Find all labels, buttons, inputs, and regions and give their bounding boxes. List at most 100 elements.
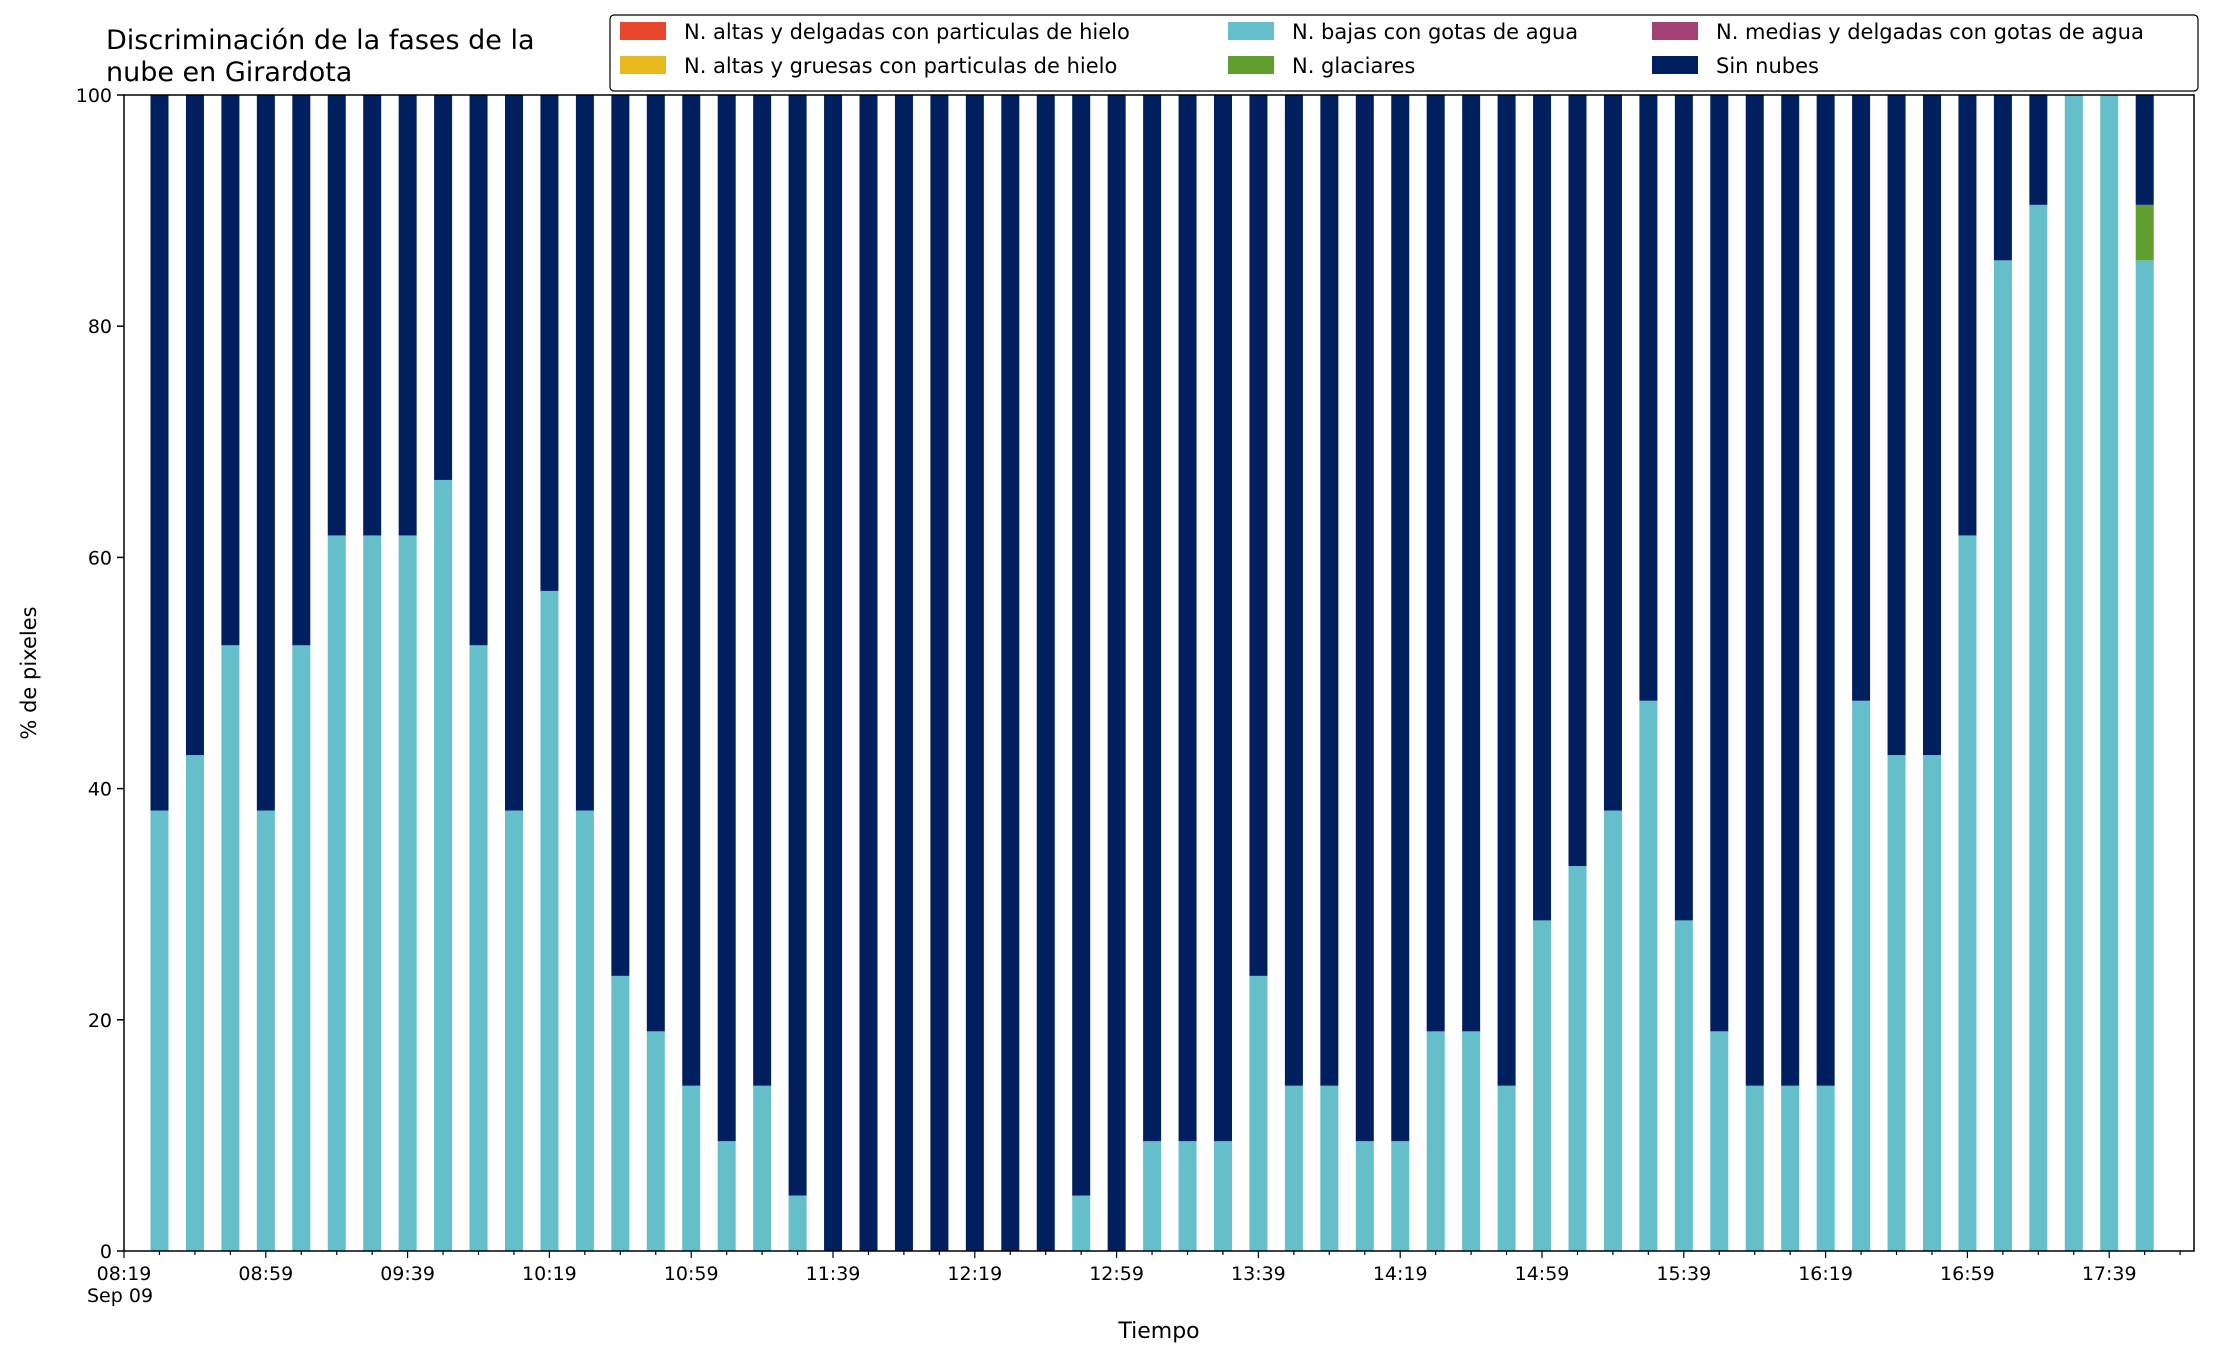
bar-1049-series-5 <box>646 95 665 1032</box>
y-tick-label: 100 <box>76 85 112 107</box>
bar-1429-series-2 <box>1426 1031 1445 1251</box>
bar-1449-series-5 <box>1497 95 1516 1086</box>
legend-swatch <box>1652 22 1698 40</box>
bar-1019-series-5 <box>540 95 559 591</box>
bars-group <box>150 95 2154 1251</box>
x-tick-label: 14:19 <box>1373 1263 1428 1285</box>
legend-label: N. altas y gruesas con particulas de hie… <box>684 54 1117 78</box>
bar-1119-series-2 <box>753 1085 772 1251</box>
bar-1109-series-2 <box>717 1141 736 1251</box>
bar-0829-series-5 <box>150 95 169 811</box>
bar-1729-series-2 <box>2064 95 2083 1251</box>
bar-1439-series-5 <box>1462 95 1481 1032</box>
bar-0919-series-5 <box>327 95 346 536</box>
bar-1019-series-2 <box>540 590 559 1251</box>
bar-0949-series-5 <box>434 95 453 480</box>
y-tick-label: 80 <box>88 316 112 338</box>
bar-1309-series-5 <box>1143 95 1162 1142</box>
bar-1319-series-5 <box>1178 95 1197 1142</box>
bar-1029-series-2 <box>575 810 594 1251</box>
x-tick-label: 10:59 <box>664 1263 719 1285</box>
bar-1309-series-2 <box>1143 1141 1162 1251</box>
legend-swatch <box>1228 22 1274 40</box>
legend-swatch <box>1652 56 1698 74</box>
bar-1319-series-2 <box>1178 1141 1197 1251</box>
bar-1619-series-2 <box>1816 1085 1835 1251</box>
bar-0909-series-5 <box>292 95 311 646</box>
x-tick-label: 09:39 <box>380 1263 435 1285</box>
bar-1349-series-5 <box>1284 95 1303 1086</box>
bar-1059-series-5 <box>682 95 701 1086</box>
plot-frame <box>123 94 2195 1252</box>
y-tick-label: 20 <box>88 1010 112 1032</box>
bar-0919-series-2 <box>327 535 346 1251</box>
legend-label: N. glaciares <box>1292 54 1415 78</box>
bar-1429-series-5 <box>1426 95 1445 1032</box>
bar-1459-series-2 <box>1533 920 1552 1251</box>
bar-1539-series-2 <box>1674 920 1693 1251</box>
x-tick-label: Sep 09 <box>87 1285 153 1307</box>
bar-1639-series-2 <box>1887 755 1906 1251</box>
y-tick-label: 60 <box>88 547 112 569</box>
bar-1439-series-2 <box>1462 1031 1481 1251</box>
legend-swatch <box>620 22 666 40</box>
x-tick-label: 14:59 <box>1515 1263 1570 1285</box>
x-tick-label: 15:39 <box>1656 1263 1711 1285</box>
legend-label: Sin nubes <box>1716 54 1819 78</box>
bar-1219-series-5 <box>965 95 984 1251</box>
bar-1509-series-5 <box>1568 95 1587 867</box>
bar-0859-series-2 <box>256 810 275 1251</box>
bar-1649-series-2 <box>1923 755 1941 1251</box>
bar-1139-series-5 <box>824 95 843 1251</box>
bar-1409-series-5 <box>1355 95 1374 1142</box>
bar-1049-series-2 <box>646 1031 665 1251</box>
x-tick-label: 16:59 <box>1940 1263 1995 1285</box>
x-tick-label: 08:59 <box>238 1263 293 1285</box>
bar-1259-series-5 <box>1107 95 1126 1251</box>
bar-1629-series-2 <box>1852 700 1871 1251</box>
y-tick-label: 40 <box>88 779 112 801</box>
x-tick-label: 12:19 <box>947 1263 1002 1285</box>
bar-1359-series-5 <box>1320 95 1339 1086</box>
bar-1359-series-2 <box>1320 1085 1339 1251</box>
bar-1739-series-2 <box>2100 95 2119 1251</box>
legend-swatch <box>620 56 666 74</box>
bar-1609-series-5 <box>1781 95 1800 1086</box>
bar-1749-series-2 <box>2135 260 2154 1251</box>
bar-0849-series-2 <box>221 645 240 1251</box>
bar-1249-series-5 <box>1072 95 1091 1196</box>
legend-box <box>609 14 2199 92</box>
bar-1339-series-2 <box>1249 975 1268 1251</box>
bar-0839-series-2 <box>185 755 204 1251</box>
bar-1659-series-2 <box>1958 535 1977 1251</box>
bar-0849-series-5 <box>221 95 240 646</box>
bar-1029-series-5 <box>575 95 594 811</box>
bar-0949-series-2 <box>434 479 453 1251</box>
bar-1229-series-5 <box>1001 95 1020 1251</box>
bar-1659-series-5 <box>1958 95 1977 536</box>
x-tick-label: 16:19 <box>1798 1263 1853 1285</box>
bar-1409-series-2 <box>1355 1141 1374 1251</box>
bar-1559-series-2 <box>1745 1085 1764 1251</box>
bar-1329-series-2 <box>1214 1141 1232 1251</box>
x-tick-label: 08:19 <box>97 1263 152 1285</box>
bar-1419-series-2 <box>1391 1141 1410 1251</box>
bar-1519-series-5 <box>1603 95 1622 811</box>
bar-1149-series-5 <box>859 95 878 1251</box>
bar-0939-series-2 <box>398 535 417 1251</box>
y-axis-label: % de pixeles <box>17 606 41 739</box>
bar-0959-series-5 <box>469 95 488 646</box>
bar-0829-series-2 <box>150 810 169 1251</box>
bar-1449-series-2 <box>1497 1085 1516 1251</box>
x-axis-label: Tiempo <box>1117 1319 1199 1344</box>
bar-1549-series-5 <box>1710 95 1729 1032</box>
x-tick-label: 13:39 <box>1231 1263 1286 1285</box>
bar-1039-series-2 <box>611 975 630 1251</box>
bar-1709-series-5 <box>1993 95 2012 261</box>
bar-1329-series-5 <box>1214 95 1232 1142</box>
chart-title-line: Discriminación de la fases de la <box>106 25 535 56</box>
bar-1719-series-2 <box>2029 204 2048 1251</box>
